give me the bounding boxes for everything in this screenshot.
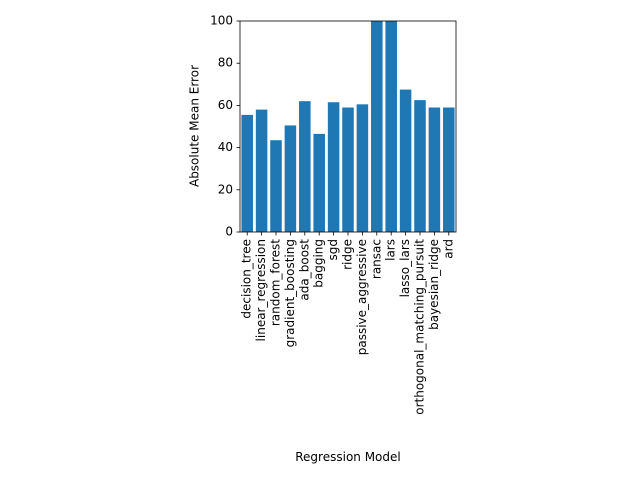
plot-frame [239,20,457,233]
x-tick-label: sgd [326,239,340,261]
bar-lasso_lars [399,89,412,232]
x-tick-label: lasso_lars [398,239,412,297]
x-axis-ticks: decision_tree linear_regression random_for… [240,232,455,415]
x-tick-label: random_forest [269,239,283,326]
x-tick-label: lars [384,239,398,261]
x-tick-label: decision_tree [240,239,254,319]
y-tick-label: 100 [210,14,233,28]
bar-sgd [327,102,340,233]
y-tick-label: 20 [218,182,233,196]
bar-gradient_boosting [284,125,297,232]
x-tick-label: ard [441,239,455,259]
x-tick-label: ada_boost [297,239,311,301]
x-tick-label: ridge [341,239,355,270]
y-tick-label: 80 [218,56,233,70]
bar-bayesian_ridge [428,107,441,232]
y-axis-ticks: 0 20 40 60 80 100 [210,14,240,239]
x-tick-label: bayesian_ridge [427,239,441,330]
bar-lars [385,21,397,232]
bar-ransac [371,21,383,232]
bar-linear_regression [255,109,268,232]
x-tick-label: ransac [369,239,383,279]
y-tick-label: 40 [218,140,233,154]
x-tick-label: linear_regression [254,239,268,341]
bars-group [241,21,455,233]
x-tick-label: passive_aggressive [355,239,369,355]
x-axis-label: Regression Model [295,450,400,464]
bar-orthogonal_matching_pursuit [414,100,426,233]
bar-passive_aggressive [356,104,369,232]
bar-ard [443,107,455,232]
bar-random_forest [270,140,282,232]
y-axis-label: Absolute Mean Error [188,65,202,187]
y-tick-label: 60 [218,98,233,112]
bar-decision_tree [241,114,253,232]
bar-bagging [313,133,325,232]
x-tick-label: gradient_boosting [283,239,297,347]
bar-ridge [342,107,354,232]
axes-spines [239,20,457,233]
y-tick-label: 0 [225,225,233,239]
x-tick-label: bagging [312,239,326,288]
bar-ada_boost [299,101,311,233]
x-tick-label: orthogonal_matching_pursuit [413,239,427,415]
